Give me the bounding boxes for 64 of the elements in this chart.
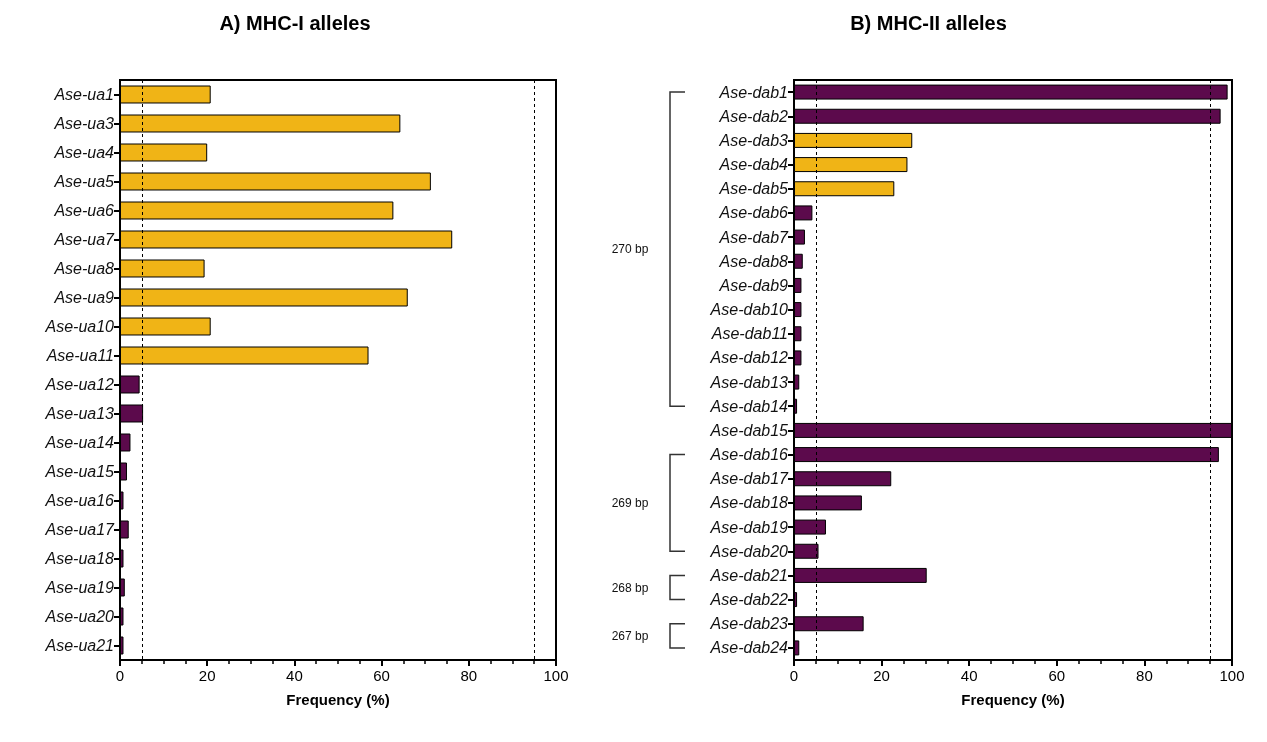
x-tick-label: 80 [1136,667,1153,684]
y-tick-label: Ase-dab13 [709,373,789,391]
y-tick-label: Ase-dab19 [709,518,789,536]
y-tick-label: Ase-dab24 [709,639,789,657]
y-tick-label: Ase-dab17 [709,470,790,488]
y-tick-label: Ase-ua5 [53,173,115,190]
y-tick-label: Ase-ua9 [53,289,115,306]
y-tick-label: Ase-ua8 [53,260,115,277]
y-tick-label: Ase-dab15 [709,421,789,439]
y-tick-label: Ase-ua13 [44,405,115,422]
y-tick-label: Ase-dab5 [718,180,789,198]
x-tick-label: 80 [460,667,478,684]
chart-title: A) MHC-I alleles [219,12,371,34]
x-tick-label: 40 [960,667,978,684]
y-tick-label: Ase-ua4 [53,144,115,161]
text: 268 bp [611,580,649,595]
y-tick-label: Ase-dab22 [709,591,789,609]
y-tick-label: Ase-dab23 [709,615,789,633]
y-tick-label: Ase-dab7 [718,228,790,246]
y-tick-label: Ase-dab18 [709,494,789,512]
x-tick-label: 20 [198,667,216,684]
y-tick-label: Ase-dab2 [718,107,789,125]
y-tick-label: Ase-dab1 [718,83,788,101]
chart-title: B) MHC-II alleles [850,12,1007,34]
y-tick-label: Ase-ua14 [44,434,115,451]
y-tick-label: Ase-dab4 [718,156,789,174]
x-tick-label: 20 [873,667,890,684]
y-tick-label: Ase-ua3 [53,115,115,132]
y-tick-label: Ase-dab14 [709,397,789,415]
y-tick-label: Ase-ua19 [44,579,115,596]
y-tick-label: Ase-ua15 [44,463,115,480]
y-tick-label: Ase-dab11 [710,325,788,343]
y-tick-label: Ase-ua20 [44,608,115,625]
y-tick-label: Ase-ua11 [45,347,114,364]
x-tick-label: 100 [1219,667,1245,684]
y-tick-label: Ase-ua6 [53,202,115,219]
x-tick-label: 0 [789,667,799,684]
y-tick-label: Ase-dab8 [718,252,789,270]
x-axis-title: Frequency (%) [961,691,1065,708]
x-axis-title: Frequency (%) [286,691,390,708]
y-tick-label: Ase-ua1 [53,86,114,103]
y-tick-label: Ase-dab16 [709,446,789,464]
y-tick-label: Ase-dab9 [718,276,789,294]
x-tick-label: 60 [1048,667,1066,684]
y-tick-label: Ase-ua18 [44,550,115,567]
y-tick-label: Ase-ua16 [44,492,115,509]
y-tick-label: Ase-ua10 [44,318,115,335]
x-tick-label: 100 [543,667,569,684]
text: 270 bp [611,242,649,257]
y-tick-label: Ase-dab12 [709,349,789,367]
y-tick-label: Ase-dab10 [709,301,789,319]
y-tick-label: Ase-dab6 [718,204,789,222]
x-tick-label: 0 [115,667,125,684]
y-tick-label: Ase-dab3 [718,131,789,149]
y-tick-label: Ase-dab21 [709,566,788,584]
y-tick-label: Ase-dab20 [709,542,789,560]
y-tick-label: Ase-ua7 [53,231,116,248]
x-tick-label: 60 [373,667,390,684]
x-tick-label: 40 [286,667,303,684]
text: 269 bp [611,495,649,510]
text: 267 bp [611,628,649,643]
y-tick-label: Ase-ua12 [44,376,115,393]
y-tick-label: Ase-ua21 [44,637,114,654]
y-tick-label: Ase-ua17 [44,521,116,538]
